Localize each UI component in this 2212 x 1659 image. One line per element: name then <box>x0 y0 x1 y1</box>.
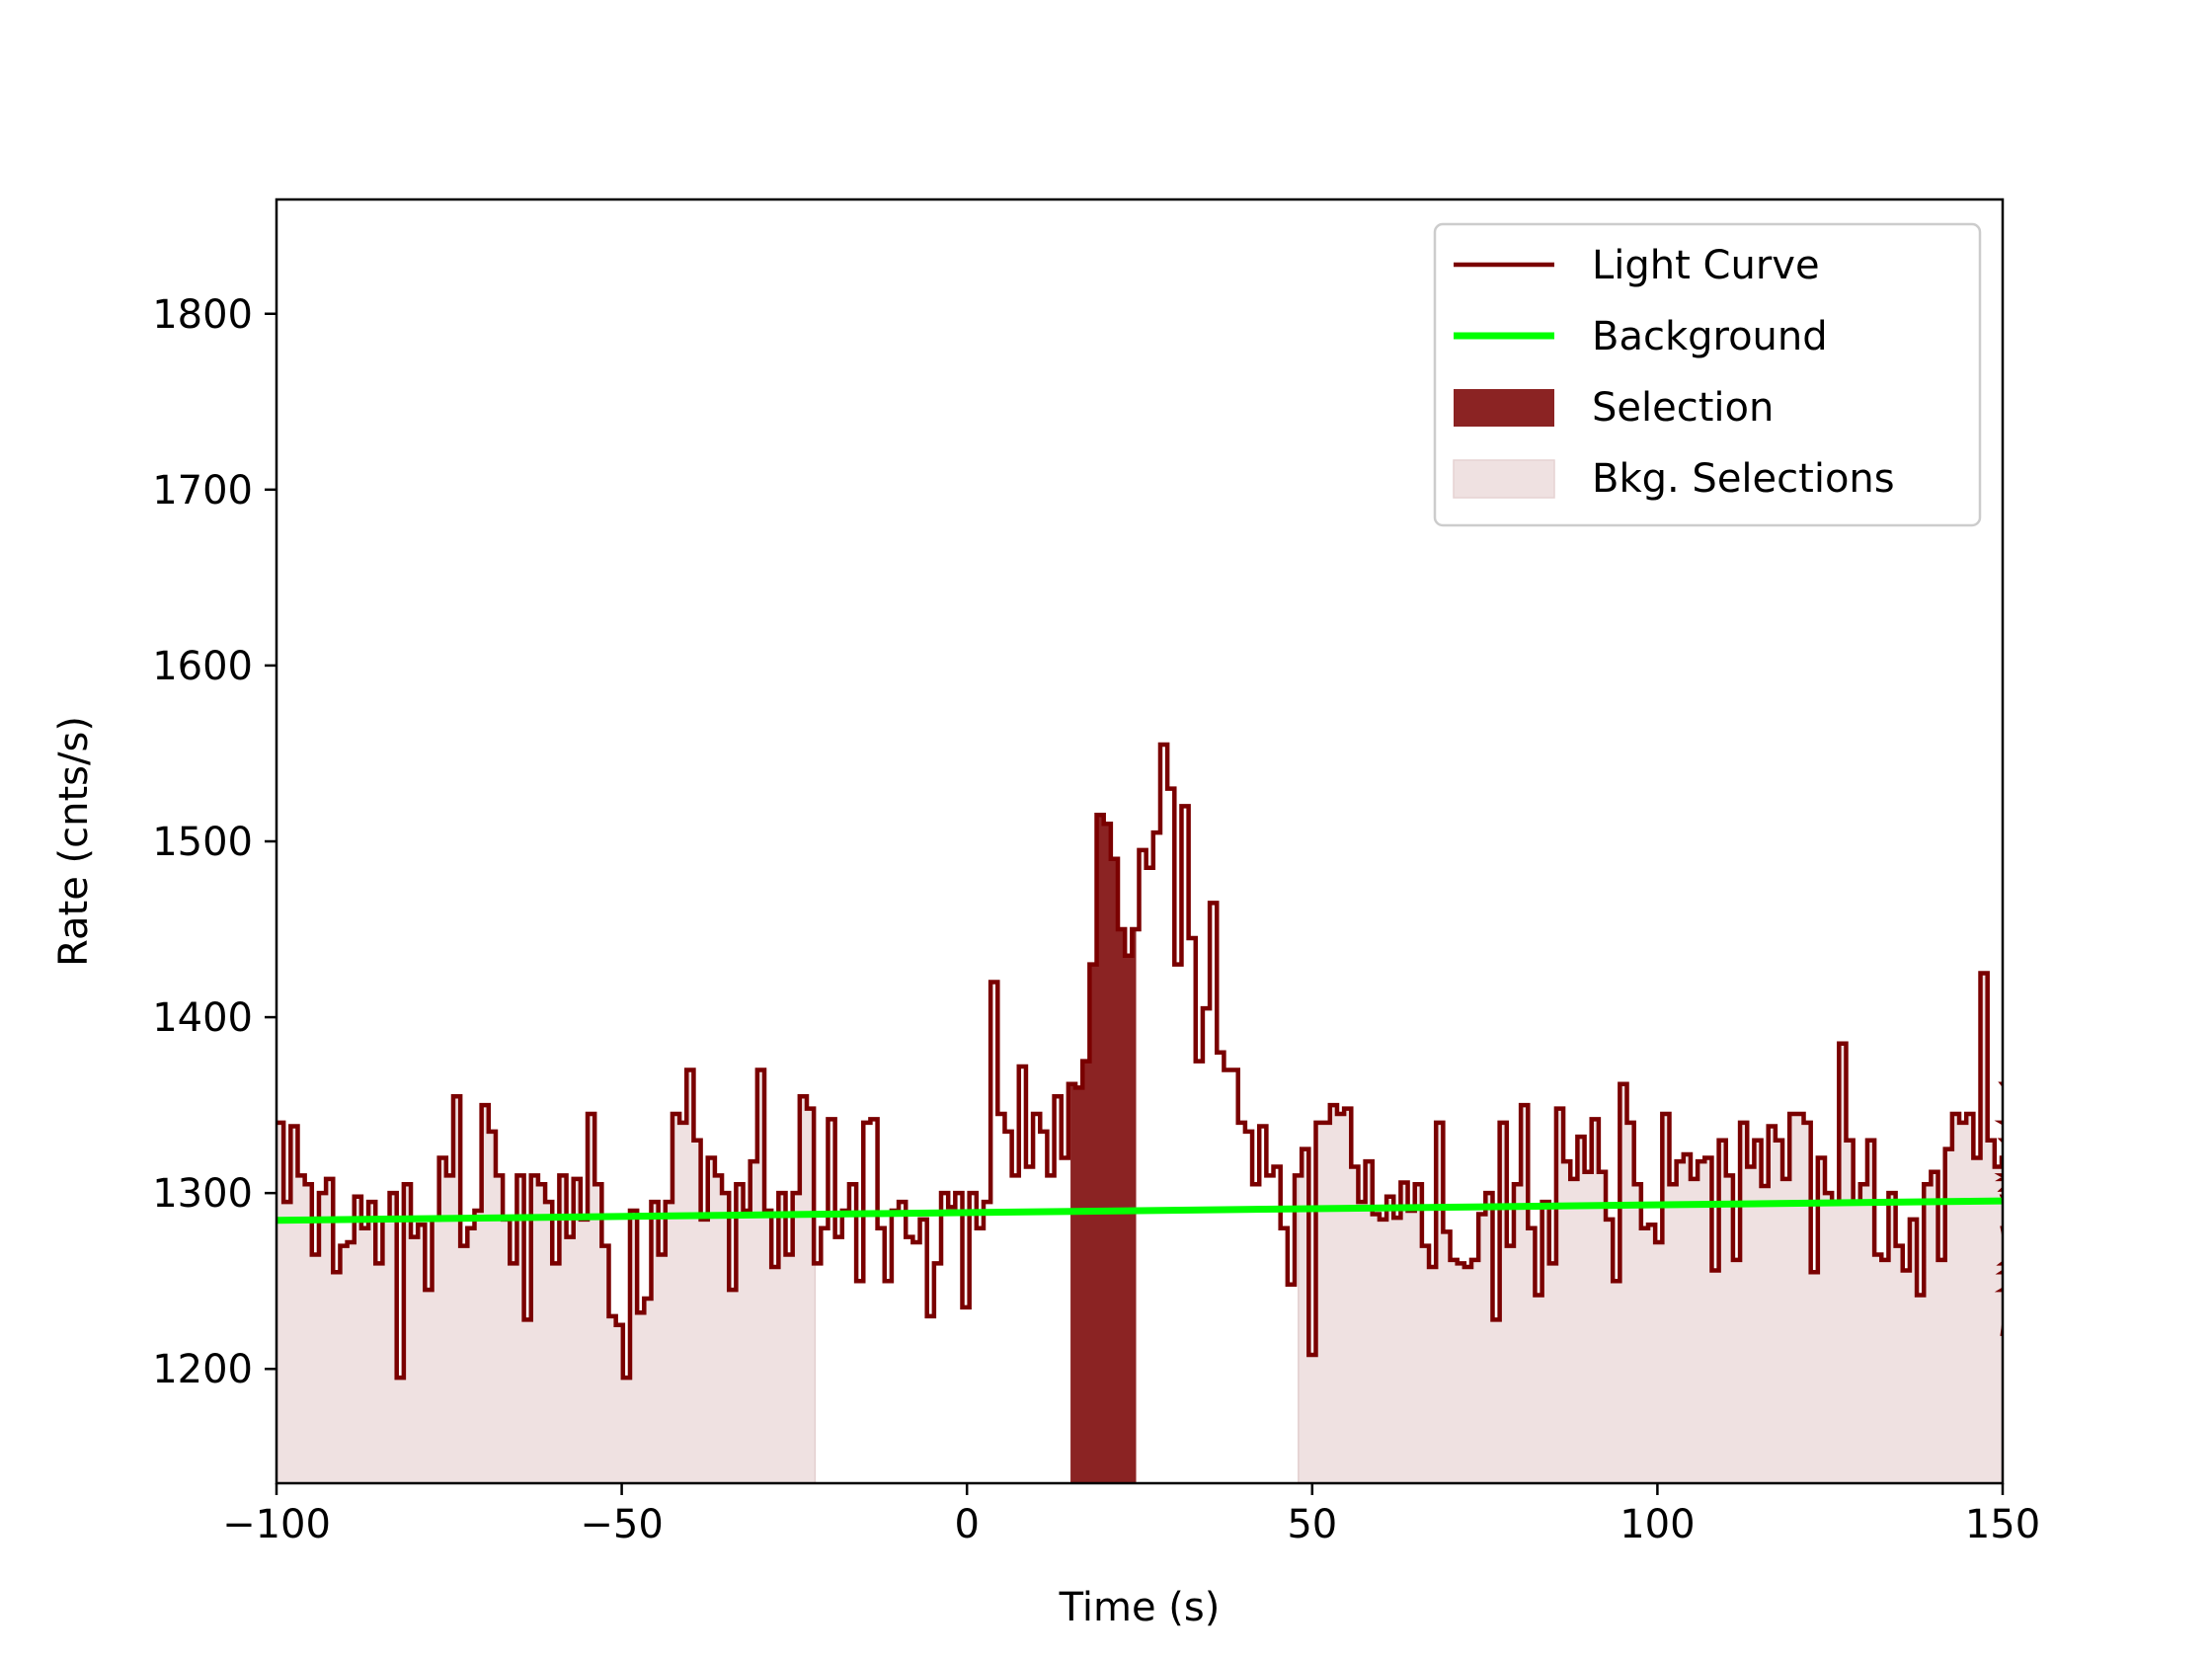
selection-region <box>1070 815 1137 1483</box>
legend: Light Curve Background Selection Bkg. Se… <box>1433 222 1982 527</box>
y-axis-ticks: 1200 1300 1400 1500 1600 1700 1800 <box>152 292 276 1392</box>
legend-bkg-selections-label: Bkg. Selections <box>1592 456 1895 502</box>
background-fit-line <box>276 1197 2003 1224</box>
y-tick-label: 1400 <box>152 995 253 1041</box>
x-tick-label: −100 <box>222 1502 331 1547</box>
y-tick-label: 1600 <box>152 644 253 689</box>
x-tick-label: 100 <box>1620 1502 1695 1547</box>
y-tick-label: 1300 <box>152 1171 253 1217</box>
legend-background-label: Background <box>1592 314 1828 359</box>
light-curve-line <box>276 742 2003 1381</box>
x-axis-ticks: −100 −50 0 50 100 150 <box>222 1483 2040 1547</box>
y-axis-label: Rate (cnts/s) <box>51 716 97 967</box>
legend-selection-label: Selection <box>1592 385 1774 431</box>
legend-selection-swatch <box>1454 389 1554 427</box>
y-tick-label: 1800 <box>152 292 253 338</box>
selection-fill <box>1070 815 1137 1483</box>
x-axis-label: Time (s) <box>1059 1585 1221 1630</box>
y-tick-label: 1500 <box>152 820 253 865</box>
light-curve-layer <box>276 742 2003 1381</box>
y-tick-label: 1200 <box>152 1347 253 1392</box>
y-tick-label: 1700 <box>152 468 253 514</box>
x-tick-label: 150 <box>1965 1502 2040 1547</box>
x-tick-label: 0 <box>954 1502 979 1547</box>
x-tick-label: −50 <box>580 1502 663 1547</box>
legend-frame <box>1433 222 1982 527</box>
legend-bkg-selections-swatch <box>1453 459 1555 499</box>
background-fit-layer <box>276 1197 2003 1224</box>
x-tick-label: 50 <box>1287 1502 1337 1547</box>
legend-light-curve-label: Light Curve <box>1592 243 1820 288</box>
